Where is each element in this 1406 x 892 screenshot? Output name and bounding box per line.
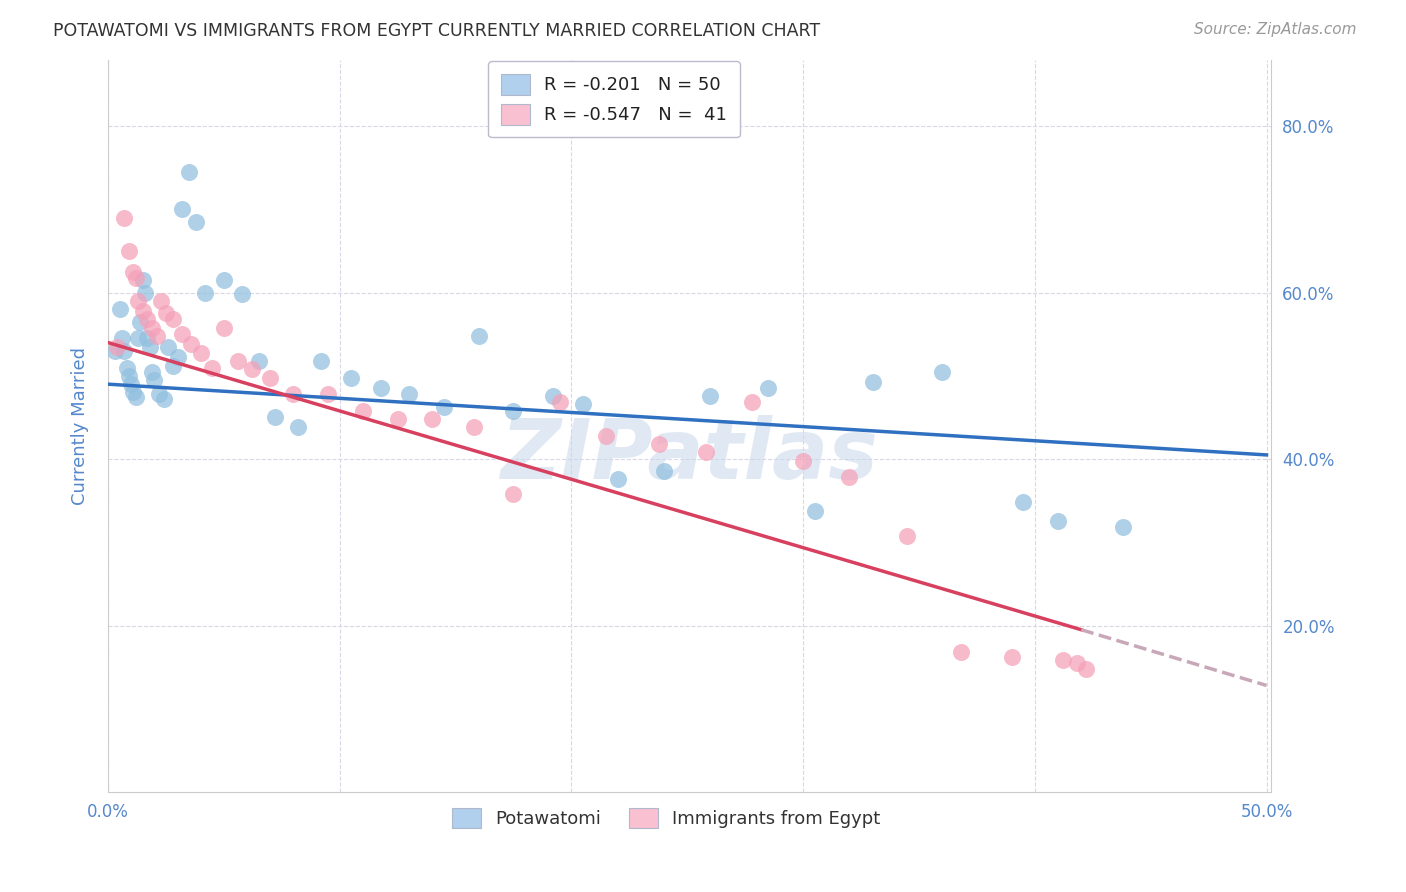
Point: [1052, 653, 1074, 667]
Point: [949, 645, 972, 659]
Point: [352, 404, 374, 418]
Point: [138, 340, 160, 354]
Point: [155, 306, 177, 320]
Point: [157, 340, 180, 354]
Point: [463, 420, 485, 434]
Point: [150, 293, 173, 308]
Point: [340, 370, 363, 384]
Point: [287, 420, 309, 434]
Text: POTAWATOMI VS IMMIGRANTS FROM EGYPT CURRENTLY MARRIED CORRELATION CHART: POTAWATOMI VS IMMIGRANTS FROM EGYPT CURR…: [53, 22, 821, 40]
Point: [190, 345, 212, 359]
Point: [387, 412, 409, 426]
Point: [548, 395, 571, 409]
Point: [316, 387, 339, 401]
Point: [127, 331, 149, 345]
Point: [1074, 662, 1097, 676]
Point: [1001, 650, 1024, 665]
Point: [695, 445, 717, 459]
Point: [1112, 520, 1135, 534]
Point: [240, 362, 263, 376]
Point: [104, 343, 127, 358]
Point: [141, 320, 163, 334]
Point: [120, 377, 142, 392]
Point: [606, 472, 628, 486]
Point: [283, 387, 305, 401]
Point: [118, 368, 141, 383]
Point: [226, 354, 249, 368]
Point: [699, 389, 721, 403]
Point: [648, 437, 671, 451]
Point: [803, 504, 825, 518]
Point: [108, 302, 131, 317]
Point: [152, 392, 174, 406]
Point: [118, 244, 141, 258]
Point: [896, 528, 918, 542]
Point: [595, 429, 617, 443]
Text: ZIPatlas: ZIPatlas: [501, 415, 879, 496]
Point: [177, 165, 200, 179]
Point: [134, 285, 156, 300]
Point: [792, 454, 814, 468]
Point: [136, 331, 159, 345]
Point: [162, 359, 184, 373]
Point: [231, 287, 253, 301]
Point: [122, 265, 145, 279]
Point: [212, 320, 235, 334]
Legend: Potawatomi, Immigrants from Egypt: Potawatomi, Immigrants from Egypt: [446, 800, 887, 836]
Point: [132, 304, 155, 318]
Point: [136, 312, 159, 326]
Point: [398, 387, 420, 401]
Point: [212, 273, 235, 287]
Point: [1046, 515, 1069, 529]
Point: [194, 285, 217, 300]
Point: [148, 387, 170, 401]
Point: [838, 470, 860, 484]
Y-axis label: Currently Married: Currently Married: [72, 347, 89, 505]
Point: [201, 360, 224, 375]
Point: [125, 270, 148, 285]
Point: [1066, 656, 1088, 670]
Point: [141, 365, 163, 379]
Point: [433, 401, 456, 415]
Point: [309, 354, 332, 368]
Point: [166, 350, 188, 364]
Point: [180, 337, 202, 351]
Point: [172, 202, 194, 217]
Point: [184, 215, 207, 229]
Point: [247, 354, 270, 368]
Point: [741, 395, 763, 409]
Point: [862, 375, 884, 389]
Point: [572, 397, 595, 411]
Point: [652, 464, 675, 478]
Point: [756, 380, 779, 394]
Point: [172, 327, 194, 342]
Point: [370, 381, 392, 395]
Point: [1012, 495, 1035, 509]
Point: [111, 331, 134, 345]
Point: [502, 487, 524, 501]
Point: [162, 312, 184, 326]
Point: [115, 360, 138, 375]
Point: [129, 315, 152, 329]
Point: [502, 404, 524, 418]
Point: [122, 385, 145, 400]
Point: [143, 373, 166, 387]
Point: [263, 410, 285, 425]
Point: [105, 340, 128, 354]
Point: [127, 293, 149, 308]
Point: [112, 211, 135, 225]
Point: [931, 365, 953, 379]
Point: [467, 329, 489, 343]
Point: [112, 343, 135, 358]
Point: [145, 329, 167, 343]
Point: [259, 370, 281, 384]
Point: [132, 273, 155, 287]
Point: [125, 390, 148, 404]
Point: [541, 389, 564, 403]
Text: Source: ZipAtlas.com: Source: ZipAtlas.com: [1194, 22, 1357, 37]
Point: [422, 412, 444, 426]
